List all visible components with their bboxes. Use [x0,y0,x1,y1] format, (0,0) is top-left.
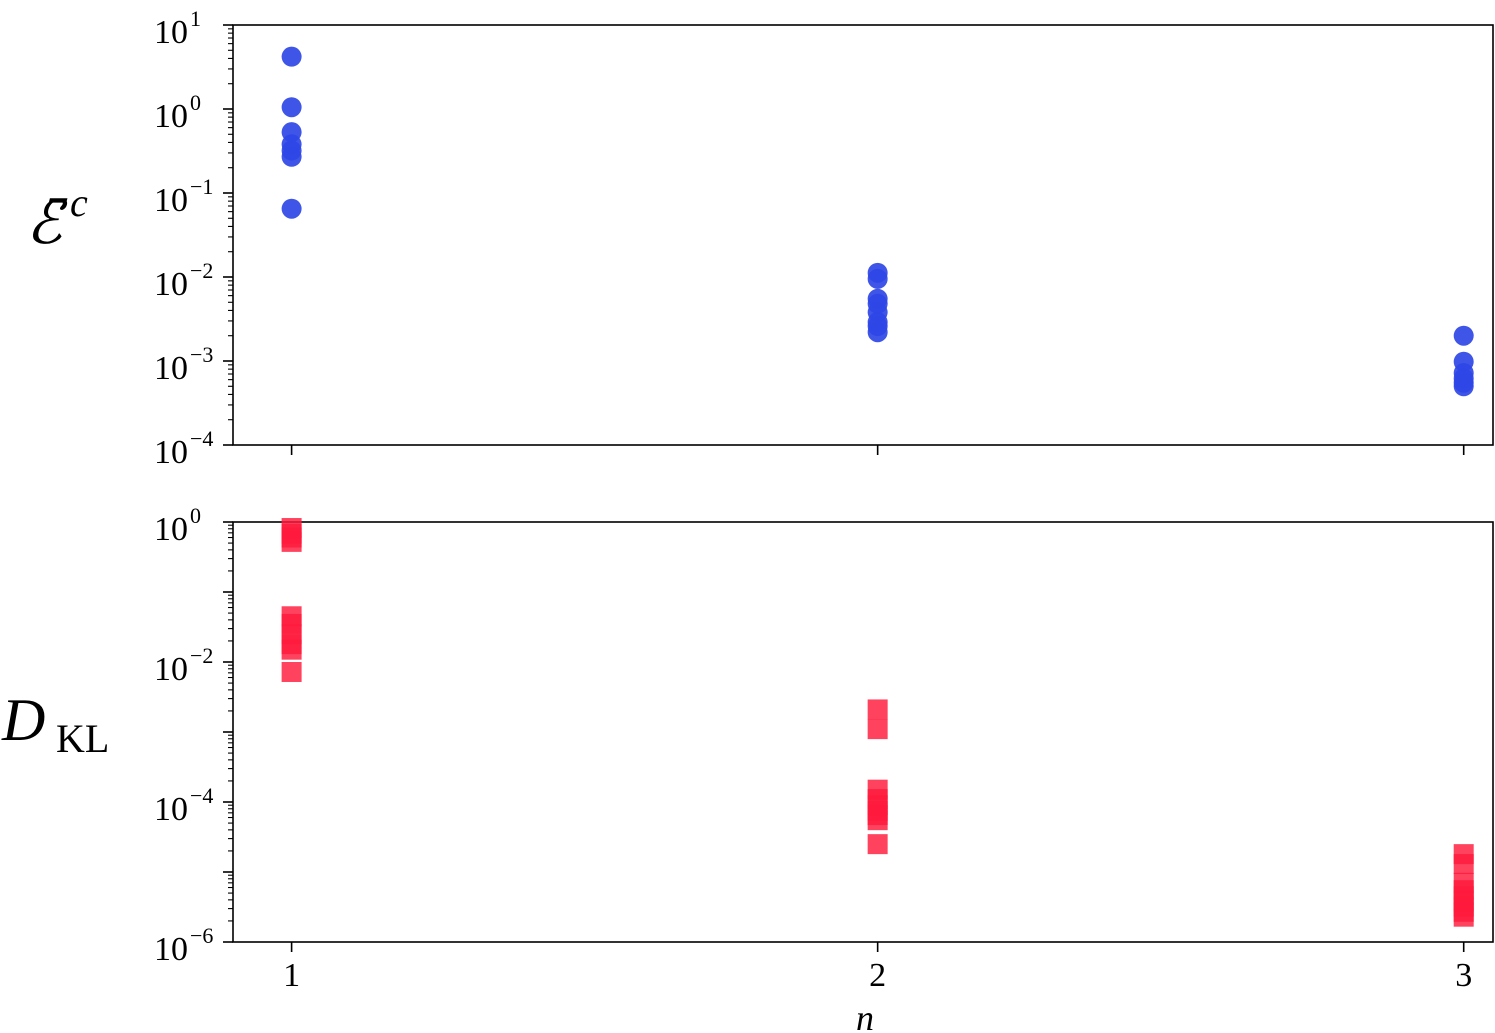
bottom-plot-area [232,521,1494,943]
bottom-data-point [281,531,302,552]
bottom-y-tick-label-exp: −2 [190,643,213,668]
bottom-x-tick-label: 1 [283,957,300,994]
top-data-points [281,46,1474,397]
bottom-y-tick-label-base: 10 [154,931,188,968]
top-data-point [1453,376,1474,397]
top-plot-area [232,24,1494,446]
bottom-data-point [867,699,888,720]
top-y-axis-label-base: ℰ̄ [26,190,68,256]
bottom-data-point [1453,906,1474,927]
top-data-point [281,46,302,67]
bottom-x-tick-label: 3 [1455,957,1472,994]
bottom-y-tick-label-exp: 0 [190,503,201,528]
top-y-tick-label-base: 10 [154,350,188,387]
bottom-y-tick-label-base: 10 [154,511,188,548]
bottom-y-tick-label-exp: −4 [190,783,213,808]
bottom-data-point [867,810,888,831]
top-y-tick-label-exp: −2 [190,258,213,283]
top-y-tick-label-base: 10 [154,266,188,303]
bottom-y-tick-label-base: 10 [154,791,188,828]
top-x-axis [290,445,1465,455]
top-y-tick-label-base: 10 [154,434,188,471]
bottom-data-point [281,661,302,682]
x-axis-label: n [856,998,874,1033]
bottom-y-axis-label-base: D [1,687,45,753]
top-y-tick-label-base: 10 [154,14,188,51]
bottom-data-point [867,719,888,740]
top-y-tick-label-exp: −3 [190,342,213,367]
top-y-axis-label-sup: c [70,180,88,225]
top-y-tick-label-base: 10 [154,182,188,219]
top-data-point [867,322,888,343]
bottom-data-point [867,834,888,855]
bottom-y-axis-label-sub: KL [56,716,109,761]
top-data-point [1453,325,1474,346]
top-data-point [281,97,302,118]
bottom-x-axis: 1 2 3 [283,942,1472,994]
bottom-data-point [1453,854,1474,875]
bottom-x-tick-label: 2 [869,957,886,994]
top-y-tick-label-exp: −4 [190,426,213,451]
top-y-tick-label-exp: −1 [190,174,213,199]
top-y-tick-label-exp: 1 [190,6,201,31]
bottom-y-tick-label-exp: −6 [190,923,213,948]
top-data-point [281,198,302,219]
top-y-tick-label-exp: 0 [190,90,201,115]
top-y-tick-label-base: 10 [154,98,188,135]
top-data-point [867,268,888,289]
top-data-point [281,146,302,167]
bottom-y-tick-label-base: 10 [154,651,188,688]
bottom-data-point [281,639,302,660]
bottom-data-points [281,518,1474,927]
